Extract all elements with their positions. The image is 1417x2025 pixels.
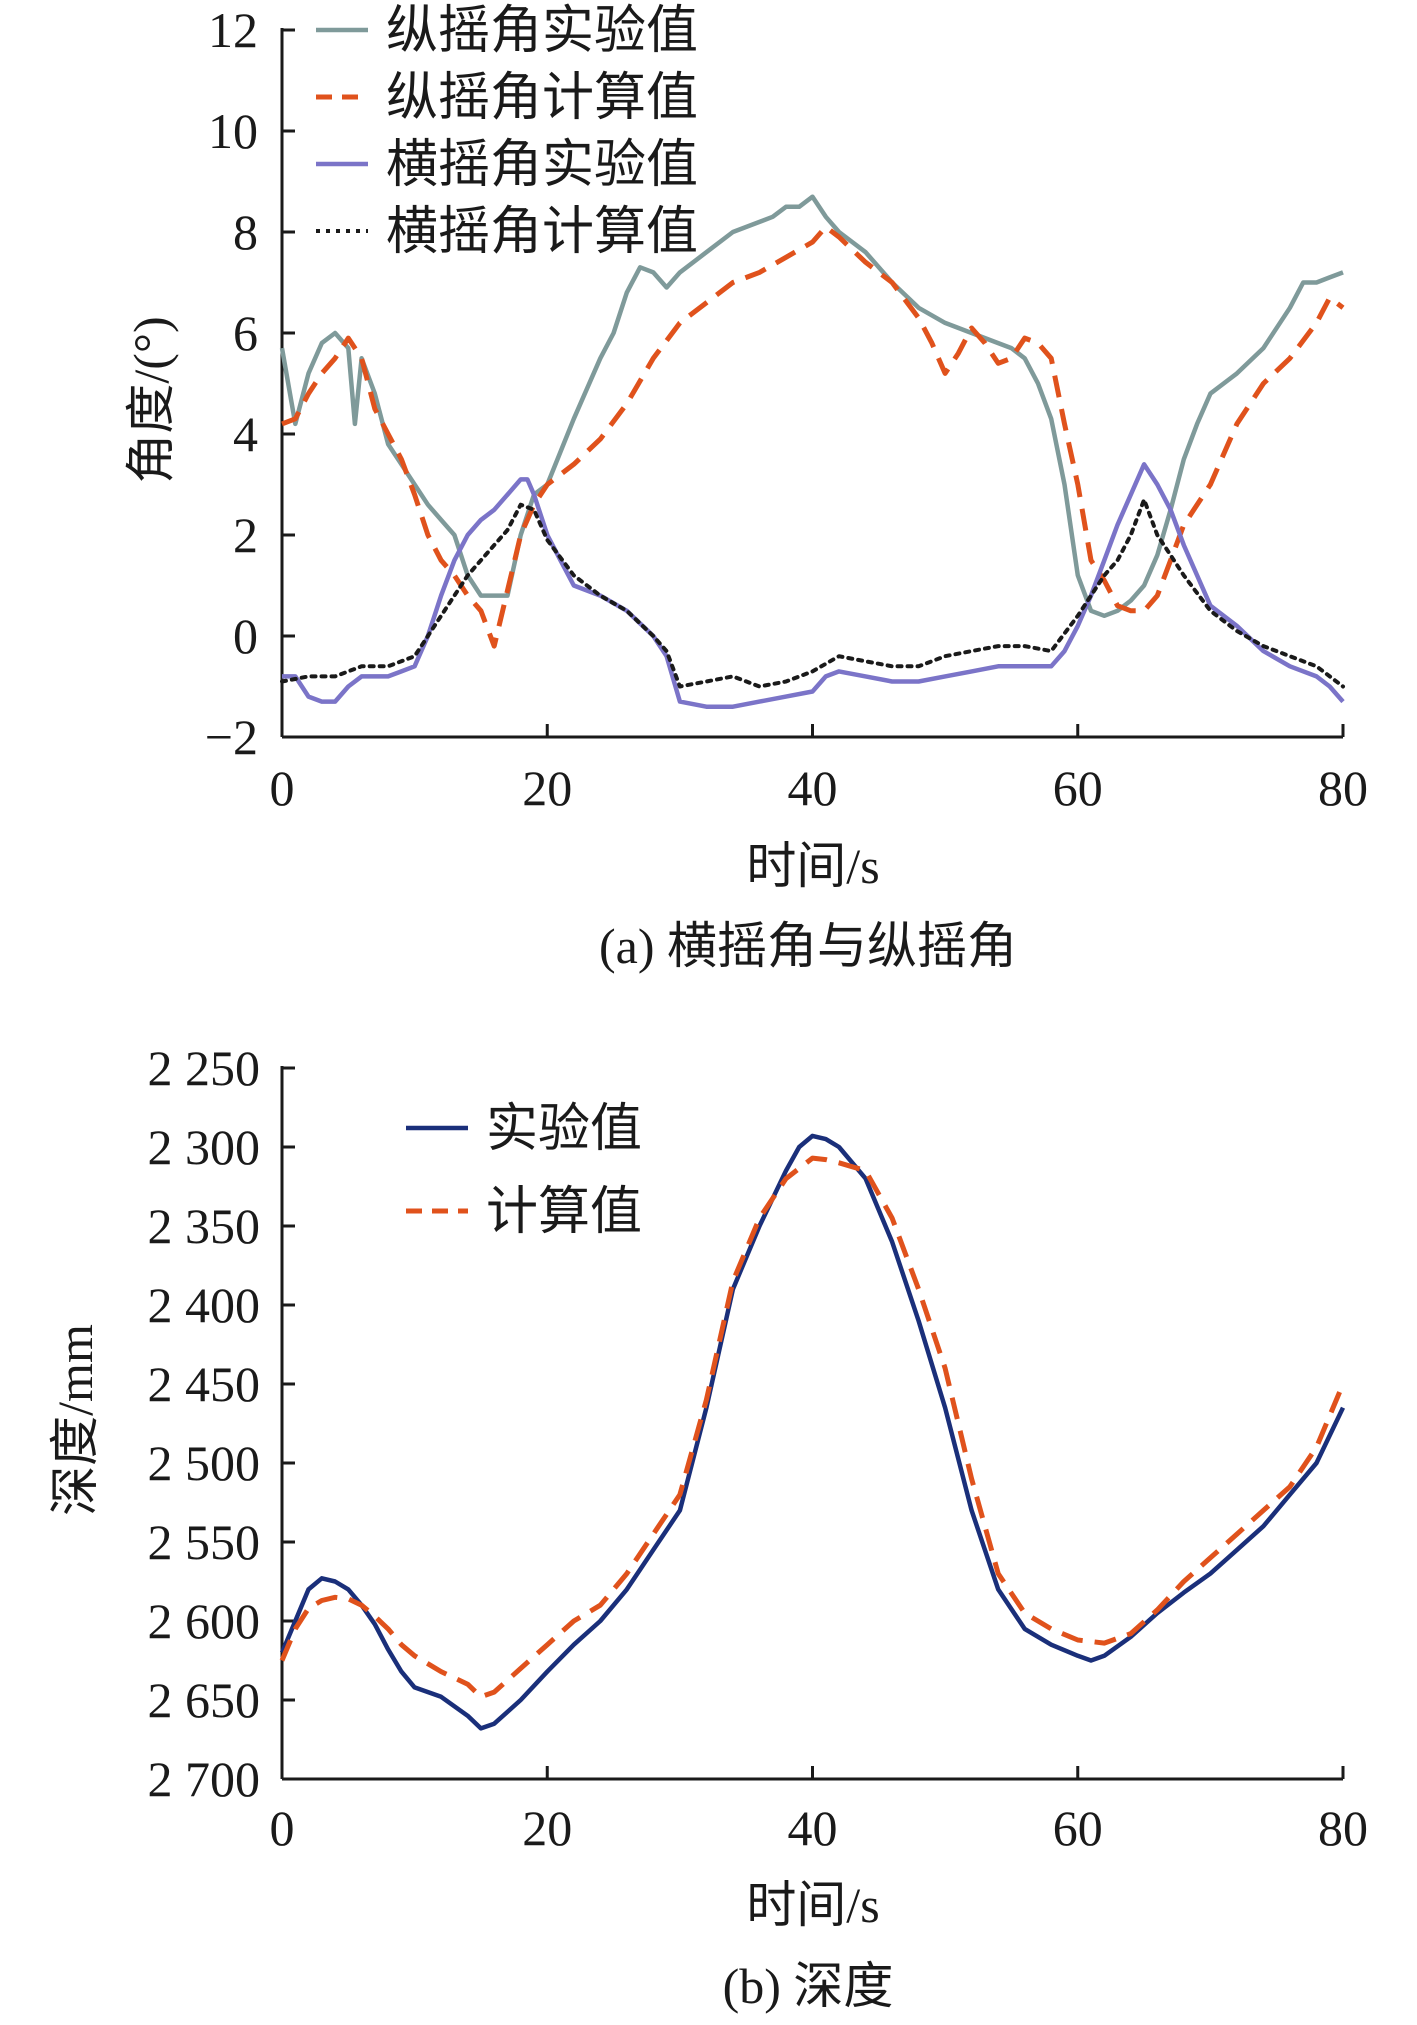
chart-angles-legend-label: 横摇角计算值 (386, 204, 698, 261)
chart-angles-x-tick-label: 20 (522, 760, 572, 816)
chart-angles-series-4 (280, 497, 1345, 689)
chart-angles-legend-label: 纵摇角计算值 (386, 70, 698, 127)
chart-depth-series-1 (279, 1133, 1346, 1731)
chart-angles-y-tick-label: 0 (233, 608, 258, 664)
chart-depth-series (279, 1133, 1346, 1731)
chart-angles-series-1 (279, 194, 1344, 619)
chart-depth-x-tick-label: 60 (1053, 1800, 1103, 1856)
chart-depth-y-tick-label: 2 700 (148, 1751, 261, 1807)
chart-angles-y-tick-label: 12 (208, 2, 258, 58)
chart-depth-y-tick-label: 2 500 (148, 1435, 261, 1491)
chart-angles-x-tick-label: 80 (1318, 760, 1368, 816)
chart-depth-x-tick-label: 80 (1318, 1800, 1368, 1856)
chart-angles-legend-label: 横摇角实验值 (386, 137, 698, 194)
chart-depth-legend-label: 计算值 (486, 1184, 642, 1241)
chart-angles-legend-label: 纵摇角实验值 (386, 3, 698, 60)
chart-depth-axes: 2 250 2 300 2 350 2 400 2 450 2 500 2 550 2 600… (148, 1040, 1369, 1856)
chart-depth-y-tick-label: 2 600 (148, 1593, 261, 1649)
chart-depth-x-tick-label: 20 (522, 1800, 572, 1856)
chart-depth-y-tick-label: 2 350 (148, 1198, 261, 1254)
chart-angles-y-tick-label: 10 (208, 103, 258, 159)
chart-depth-y-tick-label: 2 650 (148, 1672, 261, 1728)
chart-depth-y-tick-label: 2 250 (148, 1040, 261, 1096)
chart-angles-y-title: 角度/(°) (123, 316, 179, 483)
chart-angles-y-tick-label: 4 (233, 406, 258, 462)
chart-depth: 2 250 2 300 2 350 2 400 2 450 2 500 2 550 2 600… (47, 1040, 1368, 2014)
chart-depth-y-title: 深度/mm (47, 1324, 103, 1516)
chart-angles-x-tick-label: 0 (270, 760, 295, 816)
chart-angles-y-tick-label: 2 (233, 507, 258, 563)
chart-angles-y-tick-label: 8 (233, 204, 258, 260)
chart-angles-series (279, 194, 1345, 709)
chart-angles-series-3 (282, 462, 1345, 709)
chart-depth-x-title: 时间/s (746, 1877, 879, 1933)
chart-angles-x-tick-label: 60 (1053, 760, 1103, 816)
chart-depth-y-tick-label: 2 400 (148, 1277, 261, 1333)
chart-angles-x-tick-label: 40 (788, 760, 838, 816)
chart-depth-legend-label: 实验值 (486, 1101, 642, 1158)
chart-angles-y-tick-label: −2 (205, 709, 258, 765)
chart-depth-y-tick-label: 2 300 (148, 1119, 261, 1175)
chart-depth-x-tick-label: 0 (270, 1800, 295, 1856)
chart-depth-x-tick-label: 40 (788, 1800, 838, 1856)
chart-depth-series-2 (279, 1155, 1346, 1700)
chart-angles-series-2 (281, 224, 1345, 649)
chart-depth-caption: (b) 深度 (723, 1958, 894, 2014)
chart-angles-y-tick-label: 6 (233, 305, 258, 361)
chart-angles-x-title: 时间/s (746, 838, 879, 894)
chart-depth-y-tick-label: 2 450 (148, 1356, 261, 1412)
chart-depth-y-tick-label: 2 550 (148, 1514, 261, 1570)
chart-angles-caption: (a) 横摇角与纵摇角 (599, 918, 1017, 974)
